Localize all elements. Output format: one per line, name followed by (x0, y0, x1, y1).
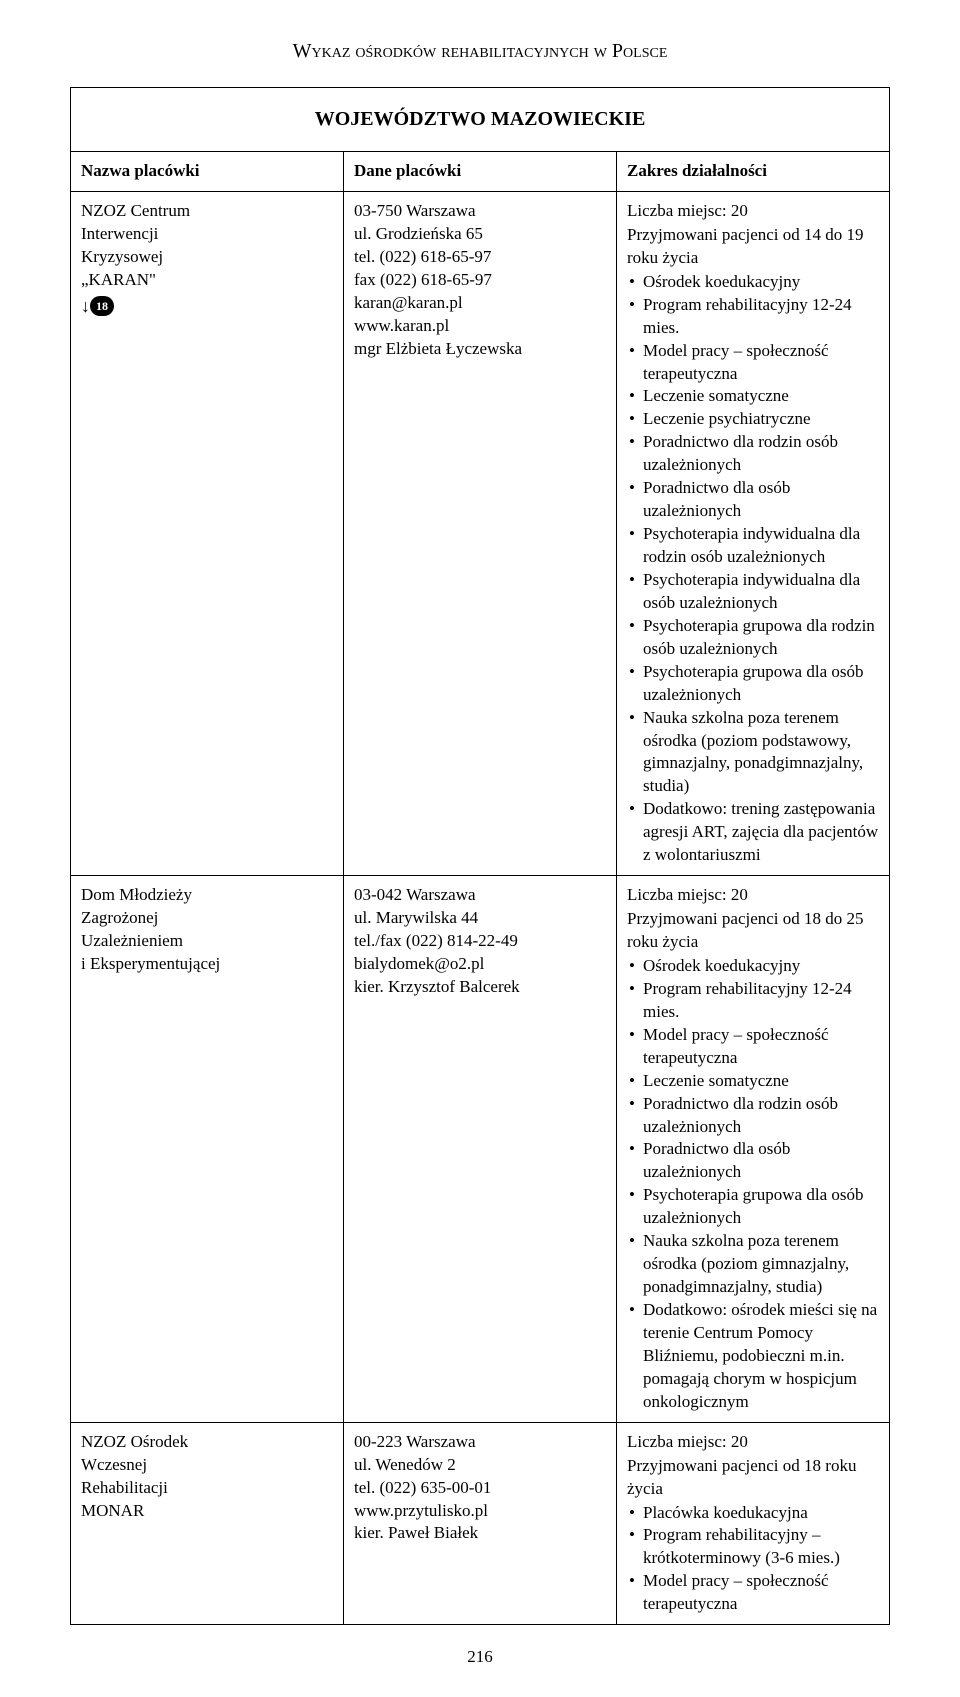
facility-name-cell: NZOZ OśrodekWczesnejRehabilitacjiMONAR (71, 1422, 344, 1625)
header-col-scope: Zakres działalności (617, 152, 890, 192)
facility-details-line: kier. Krzysztof Balcerek (354, 976, 606, 999)
scope-bullet-item: Dodatkowo: ośrodek mieści się na terenie… (641, 1299, 879, 1414)
facility-details-line: karan@karan.pl (354, 292, 606, 315)
facility-details-line: 00-223 Warszawa (354, 1431, 606, 1454)
header-row: Nazwa placówki Dane placówki Zakres dzia… (71, 152, 890, 192)
facility-scope-cell: Liczba miejsc: 20Przyjmowani pacjenci od… (617, 1422, 890, 1625)
scope-bullet-item: Poradnictwo dla rodzin osób uzależnionyc… (641, 431, 879, 477)
table-row: NZOZ OśrodekWczesnejRehabilitacjiMONAR00… (71, 1422, 890, 1625)
scope-bullet-item: Program rehabilitacyjny 12-24 mies. (641, 978, 879, 1024)
region-cell: WOJEWÓDZTWO MAZOWIECKIE (71, 88, 890, 152)
scope-bullet-list: Ośrodek koedukacyjnyProgram rehabilitacy… (627, 271, 879, 867)
document-page: Wykaz ośrodków rehabilitacyjnych w Polsc… (0, 0, 960, 1697)
scope-bullet-item: Program rehabilitacyjny – krótkoterminow… (641, 1524, 879, 1570)
scope-bullet-item: Psychoterapia grupowa dla osób uzależnio… (641, 661, 879, 707)
scope-intro-line: Przyjmowani pacjenci od 14 do 19 roku ży… (627, 224, 879, 270)
facility-name-line: Rehabilitacji (81, 1477, 333, 1500)
facility-details-line: ul. Grodzieńska 65 (354, 223, 606, 246)
scope-bullet-item: Nauka szkolna poza terenem ośrodka (pozi… (641, 1230, 879, 1299)
facility-name-line: MONAR (81, 1500, 333, 1523)
scope-bullet-item: Placówka koedukacyjna (641, 1502, 879, 1525)
scope-bullet-item: Model pracy – społeczność terapeutyczna (641, 1570, 879, 1616)
facility-details-cell: 03-042 Warszawaul. Marywilska 44tel./fax… (344, 876, 617, 1423)
scope-bullet-list: Placówka koedukacyjnaProgram rehabilitac… (627, 1502, 879, 1617)
facility-details-cell: 00-223 Warszawaul. Wenedów 2tel. (022) 6… (344, 1422, 617, 1625)
facility-details-line: tel. (022) 635-00-01 (354, 1477, 606, 1500)
scope-bullet-item: Poradnictwo dla osób uzależnionych (641, 1138, 879, 1184)
facility-name-line: Kryzysowej (81, 246, 333, 269)
facility-details-line: www.przytulisko.pl (354, 1500, 606, 1523)
facility-details-cell: 03-750 Warszawaul. Grodzieńska 65tel. (0… (344, 191, 617, 875)
scope-intro-line: Liczba miejsc: 20 (627, 200, 879, 223)
scope-bullet-item: Program rehabilitacyjny 12-24 mies. (641, 294, 879, 340)
facility-details-line: tel. (022) 618-65-97 (354, 246, 606, 269)
facility-details-line: www.karan.pl (354, 315, 606, 338)
facility-details-line: kier. Paweł Białek (354, 1522, 606, 1545)
facility-details-line: 03-750 Warszawa (354, 200, 606, 223)
scope-bullet-item: Ośrodek koedukacyjny (641, 271, 879, 294)
scope-bullet-item: Psychoterapia indywidualna dla rodzin os… (641, 523, 879, 569)
scope-bullet-item: Psychoterapia grupowa dla osób uzależnio… (641, 1184, 879, 1230)
table-row: Dom MłodzieżyZagrożonejUzależnieniemi Ek… (71, 876, 890, 1423)
scope-intro-line: Przyjmowani pacjenci od 18 roku życia (627, 1455, 879, 1501)
scope-bullet-item: Poradnictwo dla rodzin osób uzależnionyc… (641, 1093, 879, 1139)
scope-bullet-item: Dodatkowo: trening zastępowania agresji … (641, 798, 879, 867)
down-arrow-icon: ↓ (81, 296, 90, 316)
scope-bullet-item: Model pracy – społeczność terapeutyczna (641, 340, 879, 386)
scope-bullet-item: Psychoterapia grupowa dla rodzin osób uz… (641, 615, 879, 661)
facility-name-line: NZOZ Ośrodek (81, 1431, 333, 1454)
scope-intro-line: Liczba miejsc: 20 (627, 884, 879, 907)
region-row: WOJEWÓDZTWO MAZOWIECKIE (71, 88, 890, 152)
facility-name-cell: NZOZ CentrumInterwencjiKryzysowej„KARAN"… (71, 191, 344, 875)
age-number-badge: 18 (90, 296, 114, 316)
scope-bullet-item: Model pracy – społeczność terapeutyczna (641, 1024, 879, 1070)
facility-details-line: mgr Elżbieta Łyczewska (354, 338, 606, 361)
scope-bullet-item: Psychoterapia indywidualna dla osób uzal… (641, 569, 879, 615)
scope-bullet-item: Ośrodek koedukacyjny (641, 955, 879, 978)
facility-name-line: Wczesnej (81, 1454, 333, 1477)
facility-scope-cell: Liczba miejsc: 20Przyjmowani pacjenci od… (617, 876, 890, 1423)
header-col-name: Nazwa placówki (71, 152, 344, 192)
age-restriction-badge: ↓ 18 (81, 294, 333, 318)
scope-bullet-item: Leczenie psychiatryczne (641, 408, 879, 431)
scope-intro-line: Liczba miejsc: 20 (627, 1431, 879, 1454)
svg-text:18: 18 (96, 299, 108, 313)
facility-details-line: bialydomek@o2.pl (354, 953, 606, 976)
facilities-table: WOJEWÓDZTWO MAZOWIECKIE Nazwa placówki D… (70, 87, 890, 1625)
facility-details-line: ul. Wenedów 2 (354, 1454, 606, 1477)
scope-bullet-list: Ośrodek koedukacyjnyProgram rehabilitacy… (627, 955, 879, 1414)
header-col-details: Dane placówki (344, 152, 617, 192)
facility-name-cell: Dom MłodzieżyZagrożonejUzależnieniemi Ek… (71, 876, 344, 1423)
region-heading: WOJEWÓDZTWO MAZOWIECKIE (81, 96, 879, 143)
facility-name-line: NZOZ Centrum (81, 200, 333, 223)
facility-details-line: ul. Marywilska 44 (354, 907, 606, 930)
page-title: Wykaz ośrodków rehabilitacyjnych w Polsc… (70, 40, 890, 63)
table-row: NZOZ CentrumInterwencjiKryzysowej„KARAN"… (71, 191, 890, 875)
scope-bullet-item: Leczenie somatyczne (641, 1070, 879, 1093)
facility-name-line: Uzależnieniem (81, 930, 333, 953)
page-number: 216 (70, 1647, 890, 1667)
scope-bullet-item: Poradnictwo dla osób uzależnionych (641, 477, 879, 523)
scope-bullet-item: Leczenie somatyczne (641, 385, 879, 408)
facility-details-line: 03-042 Warszawa (354, 884, 606, 907)
facility-scope-cell: Liczba miejsc: 20Przyjmowani pacjenci od… (617, 191, 890, 875)
facility-name-line: „KARAN" (81, 269, 333, 292)
scope-intro-line: Przyjmowani pacjenci od 18 do 25 roku ży… (627, 908, 879, 954)
facility-details-line: tel./fax (022) 814-22-49 (354, 930, 606, 953)
facility-name-line: i Eksperymentującej (81, 953, 333, 976)
facility-details-line: fax (022) 618-65-97 (354, 269, 606, 292)
facility-name-line: Interwencji (81, 223, 333, 246)
scope-bullet-item: Nauka szkolna poza terenem ośrodka (pozi… (641, 707, 879, 799)
facility-name-line: Dom Młodzieży (81, 884, 333, 907)
facility-name-line: Zagrożonej (81, 907, 333, 930)
